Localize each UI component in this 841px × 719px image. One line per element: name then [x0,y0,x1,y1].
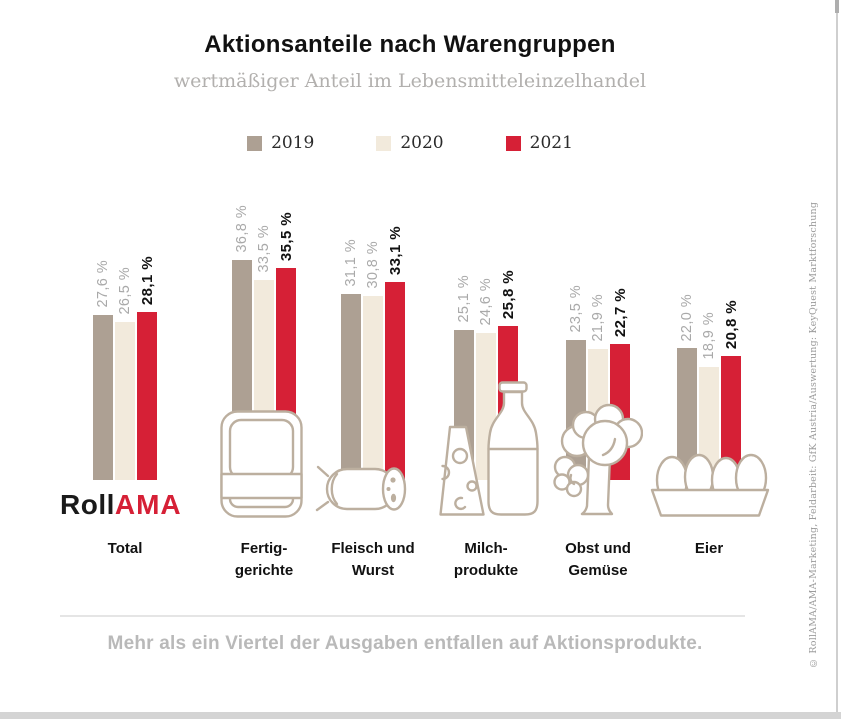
legend-label-2020: 2020 [400,133,444,153]
bar-fleisch-2021 [385,282,405,480]
legend-label-2021: 2021 [529,133,573,153]
page-title: Aktionsanteile nach Warengruppen [204,31,616,58]
bar-value-label: 24,6 % [477,278,494,326]
category-label-eier: Eier [694,540,724,557]
broccoli-icon [553,403,643,516]
rollama-logo: RollAMA [60,489,182,521]
bar-value-label: 28,1 % [138,255,156,305]
milk-bottle-icon [487,381,539,516]
legend-swatch-2019 [247,135,263,151]
bar-value-label: 20,8 % [722,299,740,349]
bar-value-label: 30,8 % [364,241,381,289]
copyright-vertical-text: © RollAMA/AMA-Marketing, Feldarbeit: GfK… [808,201,819,668]
bar-value-label: 33,5 % [255,225,272,273]
footer-divider [60,615,745,617]
bar-value-label: 18,9 % [700,312,717,360]
category-label-fertiggerichte: Fertig-gerichte [234,540,294,579]
legend-item-2021: 2021 [505,133,573,153]
category-label-milchprodukte: Milch-produkte [453,540,519,579]
bar-value-label: 22,7 % [611,288,629,338]
sausage-icon [315,465,407,512]
rollama-logo-ama: AMA [114,489,182,520]
bar-value-label: 36,8 % [233,205,250,253]
rollama-logo-roll: Roll [60,489,115,520]
bar-value-label: 31,1 % [342,239,359,287]
category-label-obst-und-gemuese: Obst und Gemüse [565,540,631,579]
bar-value-label: 25,8 % [499,269,517,319]
bar-fleisch-2019 [341,294,361,480]
legend-label-2019: 2019 [271,133,315,153]
bar-value-label: 21,9 % [589,294,606,342]
legend-swatch-2020 [376,135,392,151]
footer-message: Mehr als ein Viertel der Ausgaben entfal… [107,633,703,654]
bar-total-2020 [115,321,135,480]
egg-carton-icon [650,453,770,517]
right-border-line [836,0,838,719]
legend: 2019 2020 2021 [0,133,820,153]
bar-group-fleisch-und-wurst: 31,1 % 30,8 % 33,1 % [341,226,405,480]
bar-value-label: 35,5 % [277,211,295,261]
legend-item-2019: 2019 [247,133,314,153]
legend-swatch-2021 [505,135,521,151]
category-label-total: Total [107,540,143,557]
bar-fleisch-2020 [363,295,383,480]
page-subtitle: wertmäßiger Anteil im Lebensmitteleinzel… [173,70,647,92]
bar-value-label: 22,0 % [678,293,695,342]
category-label-fleisch-und-wurst: Fleisch und Wurst [331,540,415,579]
bar-group-total: 27,6 % 26,5 % 28,1 % [93,256,157,480]
bar-total-2021 [137,312,157,480]
bar-eier-2021 [721,355,741,480]
bar-group-eier: 22,0 % 18,9 % 20,8 % [677,294,741,480]
bar-value-label: 25,1 % [455,275,472,323]
bar-value-label: 26,5 % [116,266,133,315]
bar-value-label: 33,1 % [386,226,404,276]
bottom-scrollbar[interactable] [0,712,841,719]
bar-eier-2020 [699,367,719,480]
bar-value-label: 23,5 % [567,284,584,333]
bar-eier-2019 [677,348,697,480]
bar-value-label: 27,6 % [94,260,111,308]
right-border-top-segment [835,0,839,13]
legend-item-2020: 2020 [376,133,444,153]
bar-total-2019 [93,315,113,480]
cheese-icon [439,425,485,516]
ready-meal-tray-icon [220,410,303,518]
